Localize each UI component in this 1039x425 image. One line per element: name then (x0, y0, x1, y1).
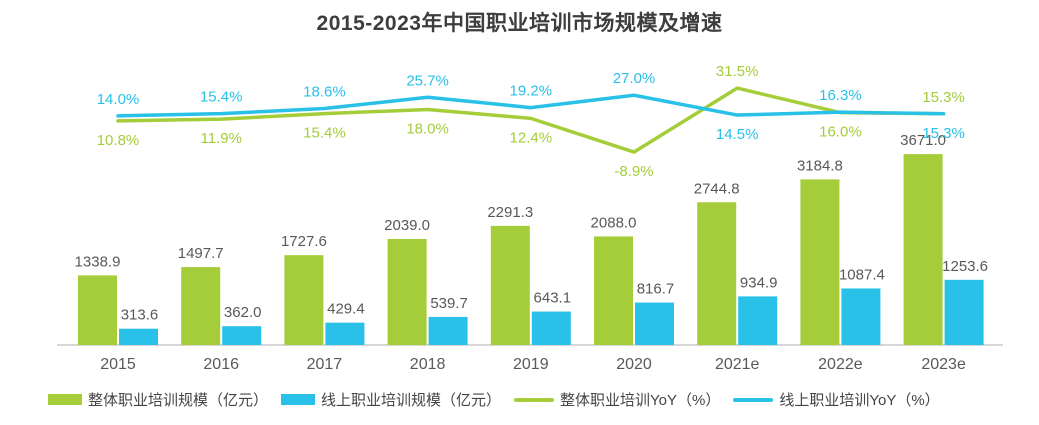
bar-label-online: 816.7 (637, 281, 675, 298)
legend-swatch-online-yoy-line (733, 397, 774, 402)
bar-label-online: 362.0 (224, 304, 262, 321)
x-axis-tick-label: 2019 (513, 356, 549, 373)
bar-overall (903, 154, 943, 345)
legend: 整体职业培训规模（亿元） 线上职业培训规模（亿元） 整体职业培训YoY（%） 线… (48, 389, 1008, 410)
yoy-label-overall: 15.4% (303, 125, 346, 142)
bar-label-overall: 3671.0 (900, 132, 946, 149)
bar-label-overall: 1727.6 (281, 233, 327, 250)
legend-swatch-online-bar (281, 394, 316, 405)
bar-online (325, 322, 365, 345)
bar-overall (387, 238, 427, 345)
yoy-label-overall: 11.9% (200, 130, 241, 147)
x-axis-tick-label: 2021e (715, 356, 760, 373)
bar-label-overall: 2088.0 (591, 214, 637, 231)
legend-swatch-overall-yoy-line (514, 397, 555, 402)
bar-online (222, 326, 262, 345)
legend-item-online-bar: 线上职业培训规模（亿元） (281, 389, 501, 410)
yoy-label-online: 19.2% (510, 83, 553, 100)
bar-overall (697, 202, 737, 345)
bar-label-online: 1253.6 (942, 258, 988, 275)
yoy-label-online: 15.4% (200, 89, 243, 106)
bar-online (119, 328, 158, 345)
bar-label-online: 539.7 (430, 295, 468, 312)
bar-overall (181, 267, 221, 345)
yoy-line-overall (116, 86, 946, 154)
x-axis-tick-label: 2015 (100, 356, 136, 373)
legend-item-overall-bar: 整体职业培训规模（亿元） (48, 389, 268, 410)
bar-overall (800, 179, 840, 345)
yoy-line-online (116, 93, 946, 118)
bar-label-overall: 3184.8 (797, 157, 843, 174)
bar-label-overall: 1338.9 (75, 253, 121, 270)
yoy-label-overall: 10.8% (97, 132, 140, 149)
legend-item-overall-yoy-line: 整体职业培训YoY（%） (514, 389, 720, 410)
bar-online (428, 316, 468, 345)
x-axis-tick-label: 2017 (307, 356, 343, 373)
yoy-label-online: 16.3% (819, 87, 862, 104)
chart-title: 2015-2023年中国职业培训市场规模及增速 (316, 12, 723, 35)
yoy-label-online: 15.3% (922, 125, 965, 142)
yoy-label-overall: 16.0% (819, 124, 862, 141)
legend-label-overall-yoy: 整体职业培训YoY（%） (560, 392, 721, 409)
yoy-label-online: 14.5% (716, 126, 759, 143)
bar-label-online: 1087.4 (839, 266, 885, 283)
legend-swatch-overall-bar (48, 394, 82, 405)
bar-online (635, 302, 674, 345)
yoy-label-overall: 12.4% (510, 129, 553, 146)
yoy-label-online: 14.0% (97, 91, 140, 108)
bar-overall (284, 255, 324, 345)
bar-online (738, 296, 778, 345)
bar-online (531, 311, 571, 345)
bar-overall (78, 275, 117, 345)
bar-label-online: 934.9 (740, 274, 778, 291)
bar-label-online: 643.1 (534, 290, 572, 307)
yoy-label-overall: 15.3% (922, 89, 965, 106)
yoy-label-overall: 31.5% (716, 63, 759, 80)
x-axis-tick-label: 2018 (410, 356, 446, 373)
bar-label-online: 429.4 (327, 301, 365, 318)
yoy-label-online: 25.7% (406, 72, 449, 89)
x-axis-tick-label: 2023e (921, 356, 966, 373)
legend-label-overall-bar: 整体职业培训规模（亿元） (88, 392, 269, 409)
bar-online (841, 288, 881, 345)
x-axis-tick-label: 2020 (616, 356, 652, 373)
bar-overall (490, 225, 530, 345)
yoy-label-overall: 18.0% (406, 120, 449, 137)
yoy-label-online: 18.6% (303, 84, 346, 101)
legend-item-online-yoy-line: 线上职业培训YoY（%） (733, 389, 940, 410)
x-axis-tick-label: 2016 (203, 356, 239, 373)
legend-label-online-yoy: 线上职业培训YoY（%） (779, 392, 940, 409)
yoy-label-overall: -8.9% (614, 163, 653, 180)
bar-label-overall: 2291.3 (487, 204, 533, 221)
bar-label-online: 313.6 (121, 307, 159, 324)
yoy-label-online: 27.0% (613, 70, 656, 87)
bar-overall (594, 236, 633, 345)
legend-label-online-bar: 线上职业培训规模（亿元） (321, 392, 502, 409)
bar-label-overall: 2039.0 (384, 217, 430, 234)
bar-online (944, 279, 984, 345)
bar-label-overall: 1497.7 (178, 245, 224, 262)
x-axis-tick-label: 2022e (818, 356, 863, 373)
bar-label-overall: 2744.8 (694, 180, 740, 197)
